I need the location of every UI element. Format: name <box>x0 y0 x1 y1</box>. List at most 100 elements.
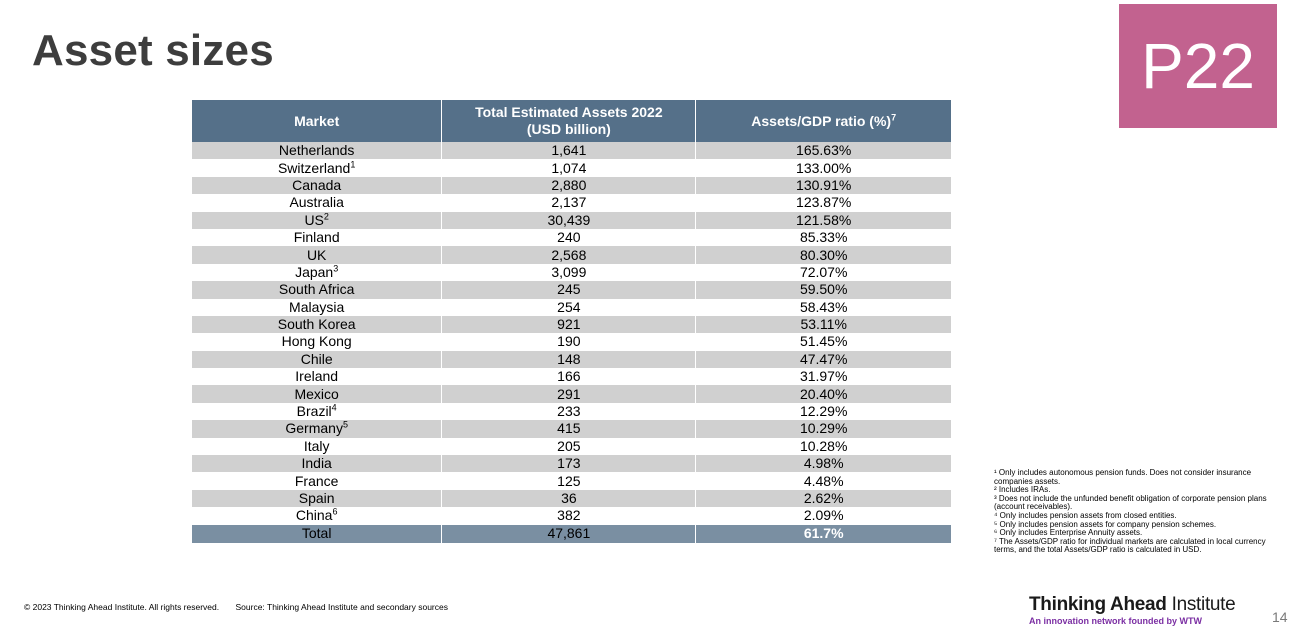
cell-assets-gdp-ratio: 58.43% <box>695 298 951 316</box>
table-row: Mexico 291 20.40% <box>192 385 951 403</box>
cell-assets-gdp-ratio: 10.28% <box>695 437 951 456</box>
market-name: South Korea <box>277 316 356 333</box>
cell-total-label: Total <box>192 524 443 543</box>
footnote: ¹ Only includes autonomous pension funds… <box>994 468 1252 486</box>
cell-total-assets: 166 <box>441 368 697 386</box>
cell-assets-gdp-ratio: 123.87% <box>695 194 951 212</box>
table-row: Japan3 3,099 72.07% <box>192 263 951 282</box>
cell-market: China6 <box>192 506 443 525</box>
cell-assets-gdp-ratio: 12.29% <box>695 402 951 421</box>
market-name: Japan <box>295 263 334 280</box>
cell-assets-gdp-ratio: 59.50% <box>695 281 951 299</box>
cell-market: Switzerland1 <box>192 158 443 177</box>
table-row: Netherlands 1,641 165.63% <box>192 142 951 160</box>
market-footnote-mark: 6 <box>332 506 338 517</box>
market-footnote-mark: 1 <box>350 158 356 169</box>
cell-market: Brazil4 <box>192 402 443 421</box>
market-name: Mexico <box>294 385 339 402</box>
table-row: China6 382 2.09% <box>192 506 951 525</box>
cell-market: France <box>192 472 443 490</box>
market-footnote-mark: 3 <box>333 263 339 274</box>
market-name: Germany <box>285 420 343 437</box>
asset-sizes-table: Market Total Estimated Assets 2022 (USD … <box>192 100 951 543</box>
cell-total-assets: 291 <box>441 385 697 403</box>
cell-market: UK <box>192 246 443 264</box>
cell-assets-gdp-ratio: 31.97% <box>695 368 951 386</box>
cell-assets-gdp-ratio: 133.00% <box>695 159 951 177</box>
table-body: Netherlands 1,641 165.63% Switzerland1 1,074… <box>192 142 951 543</box>
cell-market: South Korea <box>192 315 443 334</box>
footnote: ² Includes IRAs. <box>994 485 1051 495</box>
cell-assets-gdp-ratio: 80.30% <box>695 246 951 264</box>
market-name: Spain <box>298 490 335 506</box>
cell-market: Mexico <box>192 385 443 403</box>
cell-market: India <box>192 455 443 473</box>
market-name: Hong Kong <box>281 333 352 350</box>
header-total-assets: Total Estimated Assets 2022 (USD billion… <box>441 100 697 142</box>
cell-market: US2 <box>192 211 443 229</box>
market-name: Italy <box>303 437 330 454</box>
market-name: Switzerland <box>277 159 351 176</box>
cell-total-assets: 2,880 <box>441 176 697 195</box>
table-row: Hong Kong 190 51.45% <box>192 333 951 351</box>
market-name: France <box>294 472 339 489</box>
cell-total-assets: 30,439 <box>441 211 697 229</box>
cell-market: Chile <box>192 350 443 369</box>
table-total-row: Total 47,861 61.7% <box>192 524 951 543</box>
market-name: Australia <box>289 194 344 211</box>
table-row: Brazil4 233 12.29% <box>192 402 951 421</box>
market-name: Finland <box>293 229 340 246</box>
cell-total-assets: 173 <box>441 455 697 473</box>
cell-assets-gdp-ratio: 20.40% <box>695 385 951 403</box>
market-name: India <box>301 455 332 472</box>
header-ratio-label: Assets/GDP ratio (%) <box>751 112 892 129</box>
cell-assets-gdp-ratio: 47.47% <box>695 350 951 369</box>
cell-assets-gdp-ratio: 4.98% <box>695 455 951 473</box>
footnote: ³ Does not include the unfunded benefit … <box>994 493 1267 512</box>
page-badge: P22 <box>1119 4 1277 128</box>
table-row: Germany5 415 10.29% <box>192 419 951 438</box>
table-row: Malaysia 254 58.43% <box>192 298 951 316</box>
logo-name-light: Institute <box>1171 594 1236 615</box>
cell-total-assets: 382 <box>441 507 697 525</box>
table-row: US2 30,439 121.58% <box>192 211 951 229</box>
cell-total-assets: 254 <box>441 298 697 316</box>
cell-total-assets: 148 <box>441 350 697 369</box>
cell-market: Canada <box>192 176 443 195</box>
cell-assets-gdp-ratio: 72.07% <box>695 263 951 282</box>
cell-total-assets: 921 <box>441 315 697 334</box>
cell-total-assets: 2,568 <box>441 246 697 264</box>
market-footnote-mark: 5 <box>342 419 348 430</box>
table-row: France 125 4.48% <box>192 472 951 490</box>
market-name: US <box>304 211 324 228</box>
cell-assets-gdp-ratio: 10.29% <box>695 420 951 438</box>
cell-total-assets: 1,074 <box>441 159 697 177</box>
cell-total-assets: 3,099 <box>441 263 697 282</box>
cell-market: Finland <box>192 228 443 247</box>
page-title: Asset sizes <box>32 26 274 75</box>
table-row: Australia 2,137 123.87% <box>192 194 951 212</box>
market-name: South Africa <box>278 281 355 298</box>
source-text: Source: Thinking Ahead Institute and sec… <box>235 602 448 612</box>
table-row: South Africa 245 59.50% <box>192 281 951 299</box>
table-row: South Korea 921 53.11% <box>192 315 951 334</box>
cell-total-assets: 47,861 <box>441 524 697 543</box>
header-total-assets-line1: Total Estimated Assets 2022 <box>475 104 663 120</box>
footnote: ⁴ Only includes pension assets from clos… <box>994 510 1177 520</box>
page-number: 14 <box>1272 609 1288 625</box>
market-name: China <box>295 507 333 524</box>
market-footnote-mark: 4 <box>331 402 337 413</box>
cell-total-assets: 125 <box>441 472 697 490</box>
copyright-text: © 2023 Thinking Ahead Institute. All rig… <box>24 602 220 612</box>
header-assets-gdp-ratio: Assets/GDP ratio (%)7 <box>695 100 951 142</box>
logo-tagline: An innovation network founded by WTW <box>1029 616 1202 626</box>
cell-assets-gdp-ratio: 2.62% <box>695 489 951 508</box>
table-row: Finland 240 85.33% <box>192 228 951 247</box>
cell-market: Ireland <box>192 368 443 386</box>
cell-market: Spain <box>192 489 443 508</box>
cell-market: Australia <box>192 194 443 212</box>
cell-assets-gdp-ratio: 2.09% <box>695 507 951 525</box>
footnote: ⁷ The Assets/GDP ratio for individual ma… <box>994 536 1266 555</box>
cell-total-assets: 415 <box>441 420 697 438</box>
cell-total-assets: 190 <box>441 333 697 351</box>
